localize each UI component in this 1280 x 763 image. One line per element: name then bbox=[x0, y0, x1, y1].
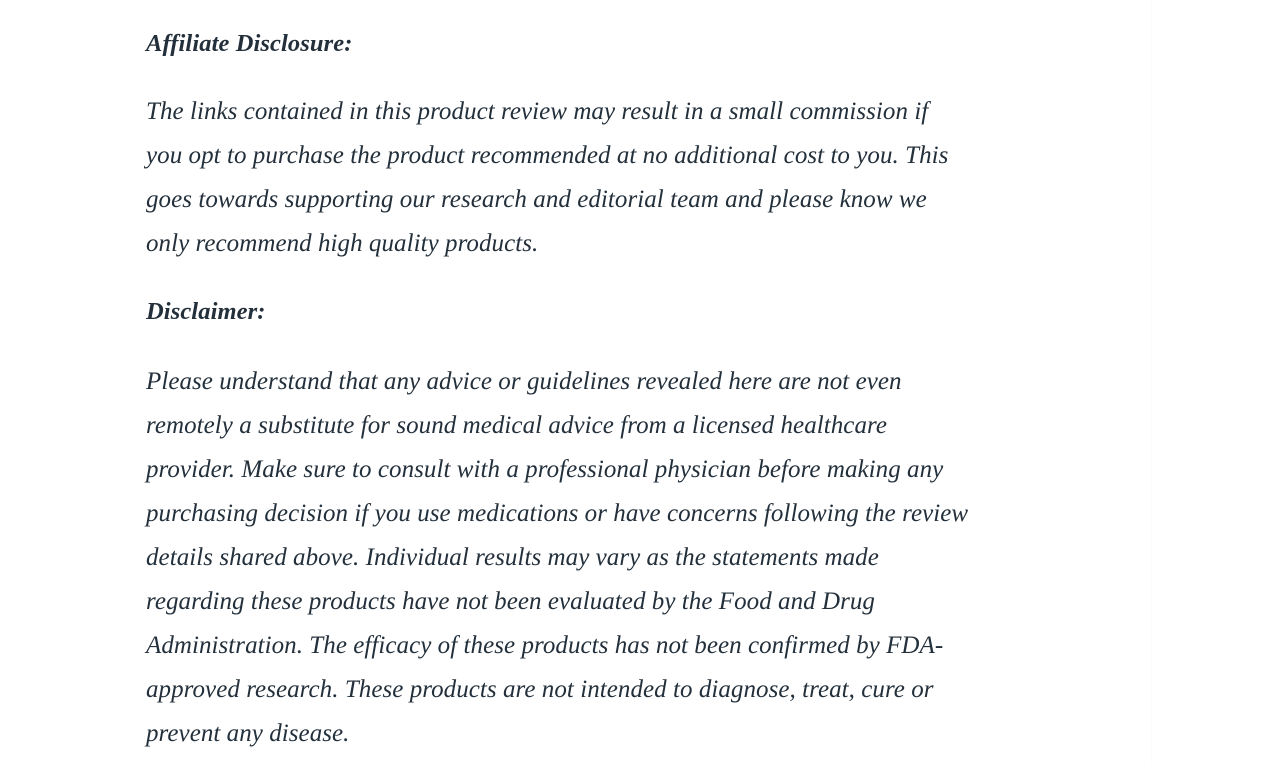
disclaimer-paragraph: Please understand that any advice or gui… bbox=[146, 368, 969, 747]
affiliate-disclosure-heading: Affiliate Disclosure: bbox=[146, 30, 353, 57]
article-body: Affiliate Disclosure: The links containe… bbox=[146, 0, 1152, 756]
disclaimer-heading: Disclaimer: bbox=[146, 298, 266, 325]
affiliate-disclosure-paragraph: The links contained in this product revi… bbox=[146, 98, 949, 257]
right-gutter bbox=[1153, 0, 1280, 763]
article-content-column: Affiliate Disclosure: The links containe… bbox=[146, 0, 1152, 756]
